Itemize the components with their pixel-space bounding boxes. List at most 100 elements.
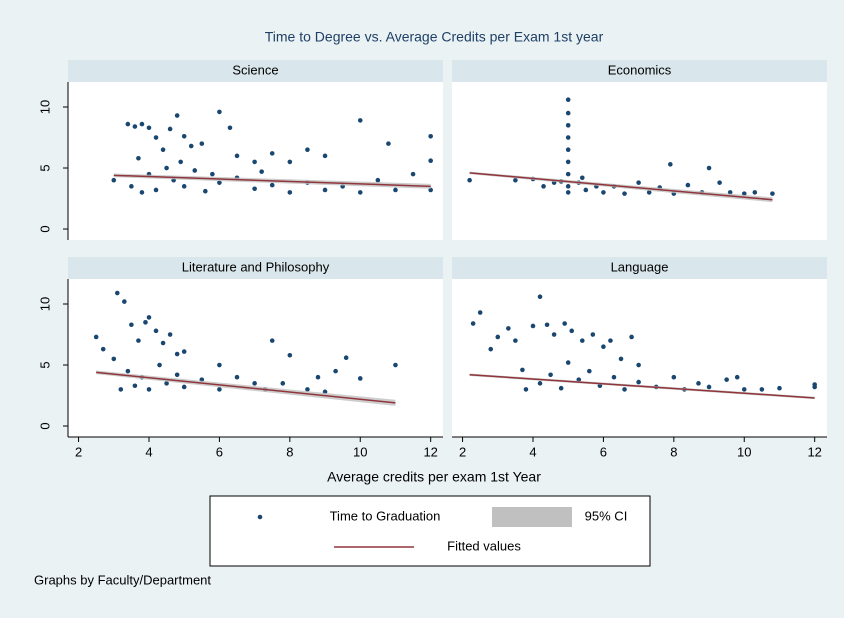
- legend-marker: [257, 514, 263, 520]
- point: [565, 110, 571, 116]
- point: [671, 374, 677, 380]
- point: [608, 338, 613, 343]
- point: [477, 310, 483, 315]
- point: [541, 184, 546, 189]
- point: [777, 385, 782, 391]
- point: [287, 190, 293, 195]
- point: [136, 155, 141, 161]
- point: [357, 376, 363, 381]
- point: [565, 135, 571, 140]
- point: [192, 168, 198, 173]
- point: [562, 321, 567, 326]
- point: [111, 177, 117, 183]
- point: [181, 184, 187, 189]
- point: [601, 344, 606, 350]
- plot-area: [452, 82, 827, 240]
- point: [181, 349, 187, 354]
- point: [160, 340, 166, 346]
- point: [622, 387, 627, 392]
- point: [668, 162, 673, 167]
- point: [129, 184, 134, 189]
- point: [513, 338, 518, 343]
- legend-box: [209, 495, 651, 567]
- point: [752, 190, 758, 195]
- point: [132, 383, 138, 389]
- point: [252, 186, 257, 192]
- point: [565, 184, 571, 189]
- point: [139, 121, 145, 127]
- point: [646, 190, 652, 195]
- point: [181, 384, 187, 390]
- point: [153, 328, 159, 334]
- panel-title: Language: [611, 259, 669, 274]
- x-tick-label: 10: [353, 444, 367, 459]
- point: [143, 320, 148, 325]
- point: [164, 381, 169, 386]
- point: [259, 169, 264, 174]
- point: [315, 374, 321, 380]
- y-tick-label: 10: [37, 100, 52, 114]
- point: [269, 338, 275, 343]
- point: [523, 387, 529, 392]
- panel-header: [68, 257, 443, 279]
- y-tick-label: 5: [37, 164, 52, 171]
- x-tick-label: 10: [737, 444, 751, 459]
- point: [470, 321, 476, 326]
- legend-marker: [492, 507, 572, 527]
- point: [114, 290, 120, 296]
- point: [706, 384, 712, 390]
- point: [551, 332, 557, 337]
- point: [467, 177, 472, 183]
- x-tick-label: 12: [807, 444, 821, 459]
- point: [125, 368, 131, 374]
- point: [174, 113, 180, 118]
- point: [618, 356, 624, 362]
- point: [579, 338, 585, 343]
- point: [333, 368, 338, 374]
- point: [386, 141, 391, 146]
- point: [520, 367, 525, 373]
- point: [322, 153, 328, 159]
- point: [601, 190, 606, 195]
- point: [611, 374, 617, 380]
- point: [122, 299, 127, 304]
- point: [587, 368, 592, 374]
- fit-line: [96, 371, 396, 404]
- panel-title: Economics: [608, 62, 672, 77]
- plot-area: [68, 279, 443, 437]
- point: [583, 187, 589, 193]
- point: [393, 362, 398, 368]
- point: [770, 191, 775, 196]
- point: [410, 171, 416, 177]
- point: [217, 362, 222, 368]
- legend-label: Time to Graduation: [330, 508, 441, 523]
- point: [717, 180, 722, 185]
- point: [565, 190, 571, 195]
- point: [129, 322, 134, 328]
- point: [393, 187, 398, 193]
- panel-header: [452, 257, 827, 279]
- point: [741, 191, 747, 196]
- point: [629, 334, 634, 340]
- point: [118, 387, 124, 392]
- point: [280, 381, 286, 386]
- point: [252, 159, 257, 165]
- point: [217, 109, 222, 115]
- point: [234, 153, 240, 159]
- x-tick-label: 8: [286, 444, 293, 459]
- point: [576, 377, 582, 382]
- x-tick-label: 8: [670, 444, 677, 459]
- panel-title: Literature and Philosophy: [182, 259, 330, 274]
- point: [217, 387, 222, 392]
- panel-title: Science: [232, 62, 278, 77]
- point: [146, 387, 152, 392]
- x-tick-label: 6: [216, 444, 223, 459]
- point: [622, 191, 627, 196]
- point: [252, 381, 257, 386]
- x-tick-label: 2: [75, 444, 82, 459]
- point: [530, 323, 536, 329]
- x-tick-label: 4: [529, 444, 536, 459]
- point: [305, 387, 310, 392]
- point: [727, 190, 733, 195]
